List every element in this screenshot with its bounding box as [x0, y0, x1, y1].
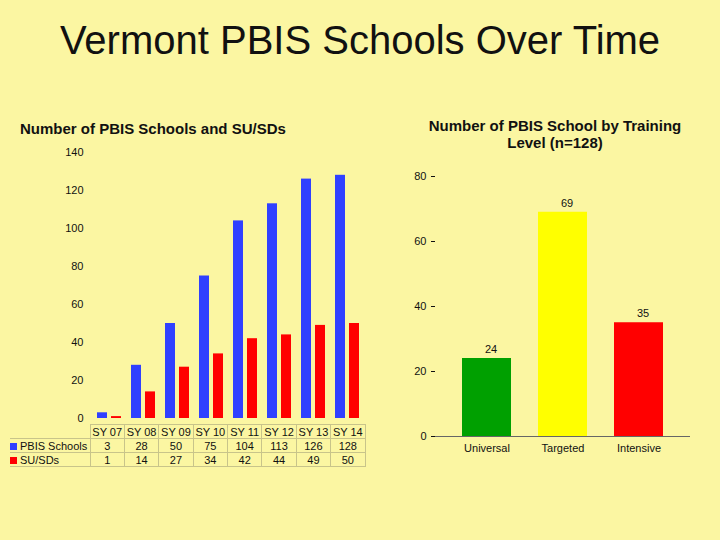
svg-text:80: 80 — [414, 170, 426, 182]
html-text:PBIS Schools: PBIS Schools — [20, 439, 88, 452]
svg-text:20: 20 — [414, 365, 426, 377]
html-text:28: 28 — [135, 439, 148, 452]
html-text:126: 126 — [304, 439, 323, 452]
html-text:34: 34 — [204, 453, 217, 466]
html-text:27: 27 — [169, 453, 183, 466]
svg-text:0: 0 — [420, 430, 426, 442]
svg-text:80: 80 — [71, 260, 83, 272]
svg-text:60: 60 — [71, 298, 83, 310]
html-text:14: 14 — [135, 453, 148, 466]
svg-text:Targeted: Targeted — [542, 442, 585, 454]
svg-text:Intensive: Intensive — [617, 442, 661, 454]
html-text:1: 1 — [104, 453, 111, 466]
svg-text:40: 40 — [71, 336, 83, 348]
html-text:113: 113 — [270, 439, 288, 452]
html-text:Number of PBIS Schools and SU/: Number of PBIS Schools and SU/SDs — [20, 120, 286, 137]
html-text:128: 128 — [338, 439, 357, 452]
html-text:50: 50 — [341, 453, 354, 466]
svg-text:Universal: Universal — [464, 442, 510, 454]
html-text:50: 50 — [169, 439, 183, 452]
html-text:75: 75 — [204, 439, 217, 452]
html-text:Vermont PBIS Schools Over Time: Vermont PBIS Schools Over Time — [59, 18, 661, 62]
svg-text:0: 0 — [77, 412, 83, 422]
svg-text:35: 35 — [637, 307, 649, 319]
html-text:49: 49 — [307, 453, 320, 466]
svg-text:140: 140 — [65, 146, 83, 158]
html-text:3: 3 — [104, 439, 111, 452]
html-text:SU/SDs: SU/SDs — [20, 453, 60, 466]
svg-text:60: 60 — [414, 235, 426, 247]
svg-text:24: 24 — [485, 343, 497, 355]
html-text:42: 42 — [238, 453, 251, 466]
svg-text:69: 69 — [561, 197, 573, 209]
html-text:Number of PBIS School by Train: Number of PBIS School by Training Level … — [428, 117, 682, 151]
html-text:104: 104 — [235, 439, 254, 452]
html-text:SY 07 SY 08 SY 09 SY 10 SY 11: SY 07 SY 08 SY 09 SY 10 SY 11 SY 12 SY 1… — [92, 425, 363, 438]
svg-text:40: 40 — [414, 300, 426, 312]
html-text:44: 44 — [272, 453, 286, 466]
svg-text:120: 120 — [65, 184, 83, 196]
svg-text:20: 20 — [71, 374, 83, 386]
svg-text:100: 100 — [65, 222, 83, 234]
